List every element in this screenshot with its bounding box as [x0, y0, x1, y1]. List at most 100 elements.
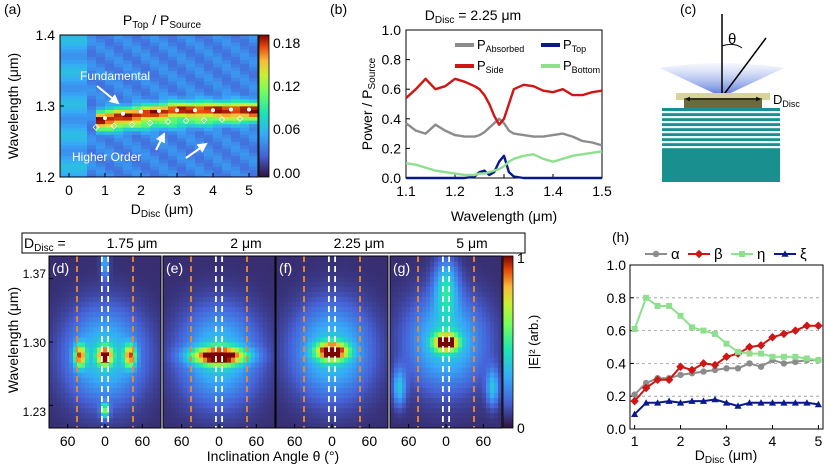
- field-cell: [442, 377, 447, 383]
- field-cell: [133, 422, 138, 429]
- field-cell: [171, 256, 176, 262]
- field-cell: [93, 372, 98, 378]
- heat-cell: [105, 141, 115, 146]
- field-cell: [125, 392, 130, 399]
- heat-cell: [159, 77, 169, 82]
- heat-cell: [132, 148, 142, 153]
- field-cell: [77, 336, 82, 343]
- field-cell: [280, 347, 285, 353]
- field-cell: [494, 286, 499, 292]
- field-cell: [105, 417, 110, 424]
- field-cell: [235, 301, 240, 307]
- field-cell: [117, 336, 122, 343]
- field-cell: [69, 387, 74, 393]
- field-cell: [320, 311, 325, 318]
- field-cell: [69, 261, 74, 267]
- heat-cell: [141, 145, 151, 149]
- heat-cell: [105, 169, 115, 174]
- field-cell: [462, 281, 467, 287]
- field-cell: [494, 392, 499, 399]
- field-cell: [482, 407, 487, 414]
- field-cell: [53, 276, 58, 282]
- field-cell: [121, 296, 126, 302]
- dg-xtick-label: 60: [401, 433, 417, 449]
- heat-cell: [213, 173, 223, 178]
- heat-cell: [132, 173, 142, 178]
- field-cell: [175, 402, 180, 409]
- dg-xtick-label: 60: [362, 433, 378, 449]
- heat-cell: [168, 52, 178, 57]
- heat-cell: [105, 162, 115, 167]
- field-cell: [97, 281, 102, 287]
- field-cell: [137, 331, 142, 338]
- field-cell: [267, 342, 272, 348]
- field-cell: [89, 392, 94, 399]
- field-cell: [380, 342, 385, 348]
- field-cell: [267, 397, 272, 404]
- heat-cell: [213, 169, 223, 174]
- field-cell: [57, 357, 62, 363]
- field-cell: [243, 291, 248, 297]
- field-cell: [422, 321, 427, 328]
- field-cell: [109, 367, 114, 373]
- field-cell: [414, 342, 419, 348]
- heat-cell: [204, 109, 214, 114]
- field-cell: [280, 271, 285, 277]
- field-cell: [466, 261, 471, 267]
- heat-cell: [168, 166, 178, 171]
- panel-a-label: (a): [4, 1, 21, 17]
- field-cell: [316, 326, 321, 333]
- heat-cell: [114, 155, 124, 160]
- field-cell: [312, 301, 317, 307]
- field-cell: [157, 306, 162, 313]
- field-cell: [179, 276, 184, 282]
- field-cell: [368, 372, 373, 378]
- field-cell: [372, 422, 377, 429]
- field-cell: [332, 417, 337, 424]
- marker-beta: [653, 375, 662, 385]
- field-cell: [175, 357, 180, 363]
- field-cell: [344, 291, 349, 297]
- heat-cell: [159, 56, 169, 61]
- field-cell: [462, 397, 467, 404]
- field-cell: [474, 397, 479, 404]
- field-cell: [406, 321, 411, 328]
- field-cell: [267, 347, 272, 353]
- field-cell: [280, 301, 285, 307]
- field-cell: [251, 367, 256, 373]
- field-cell: [328, 266, 333, 272]
- field-cell: [263, 266, 268, 272]
- field-cell: [73, 352, 78, 358]
- heat-cell: [132, 91, 142, 96]
- heat-cell: [96, 123, 106, 128]
- heat-cell: [87, 102, 97, 107]
- field-map-e: (e)60 0 60: [162, 255, 276, 449]
- field-cell: [376, 347, 381, 353]
- field-cell: [284, 336, 289, 343]
- field-cell: [215, 372, 220, 378]
- b-ytick-label: 0.2: [382, 140, 402, 156]
- heat-cell: [150, 173, 160, 178]
- field-cell: [340, 266, 345, 272]
- field-cell: [336, 271, 341, 277]
- heat-cell: [204, 74, 214, 78]
- field-cell: [167, 286, 172, 292]
- field-cell: [73, 402, 78, 409]
- field-cell: [340, 291, 345, 297]
- field-cell: [171, 291, 176, 297]
- heat-cell: [60, 42, 70, 47]
- field-cell: [340, 392, 345, 399]
- field-cell: [308, 301, 313, 307]
- field-cell: [175, 311, 180, 318]
- field-cell: [422, 306, 427, 313]
- h-xtick-label: 4: [769, 433, 777, 449]
- field-cell: [215, 357, 220, 363]
- field-cell: [300, 407, 305, 414]
- field-cell: [97, 286, 102, 292]
- field-cell: [356, 382, 361, 388]
- heat-cell: [168, 123, 178, 128]
- field-cell: [414, 377, 419, 383]
- field-cell: [199, 316, 204, 323]
- field-cell: [203, 291, 208, 297]
- field-cell: [394, 316, 399, 323]
